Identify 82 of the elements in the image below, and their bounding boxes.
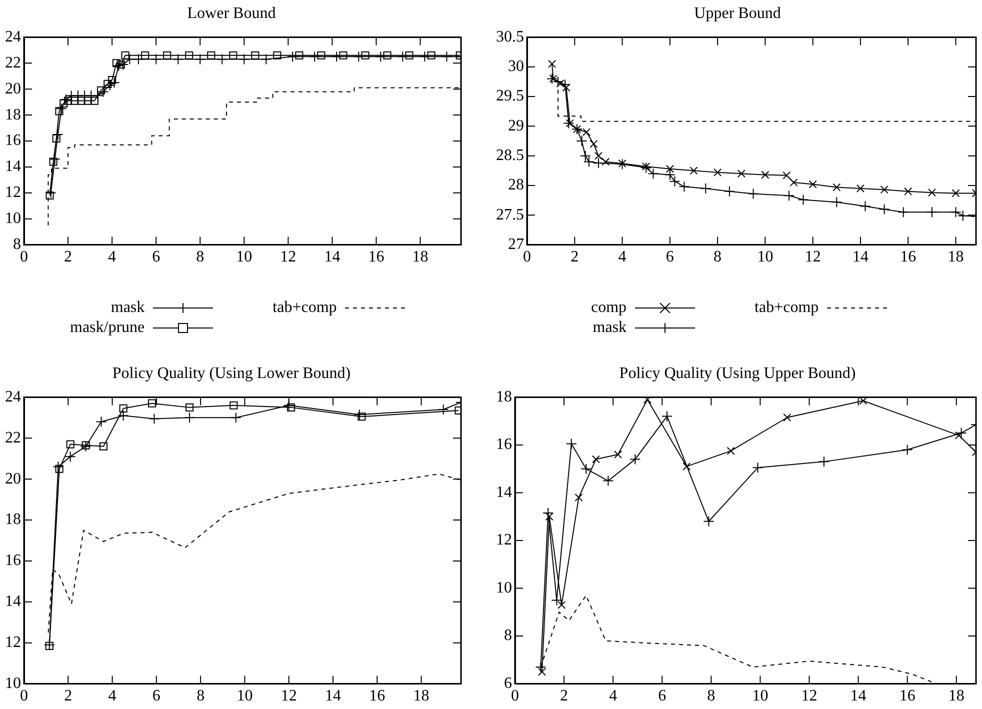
y-tick-label: 18 <box>496 388 512 406</box>
y-tick-label: 22 <box>5 54 21 72</box>
y-tick-label: 14 <box>5 593 21 610</box>
y-tick-label: 24 <box>5 28 21 46</box>
x-tick-label: 10 <box>752 688 768 705</box>
x-tick-label: 18 <box>412 248 428 266</box>
chart-title: Lower Bound <box>187 4 276 22</box>
y-tick-label: 6 <box>504 675 512 692</box>
x-tick-label: 14 <box>324 248 340 266</box>
x-tick-label: 8 <box>196 248 204 266</box>
x-tick-label: 2 <box>570 248 579 266</box>
x-tick-label: 6 <box>658 688 666 705</box>
x-tick-label: 16 <box>900 248 916 266</box>
chart-title: Policy Quality (Using Lower Bound) <box>112 364 351 382</box>
y-tick-label: 30 <box>508 58 524 76</box>
x-tick-label: 12 <box>804 248 821 266</box>
y-tick-label: 12 <box>496 532 512 549</box>
x-tick-label: 8 <box>707 688 716 705</box>
legend-label: tab+comp <box>272 299 337 317</box>
chart-title: Policy Quality (Using Upper Bound) <box>619 364 856 382</box>
y-tick-label: 29.5 <box>496 88 524 105</box>
y-tick-label: 28.5 <box>496 147 524 164</box>
chart-title: Upper Bound <box>694 4 781 22</box>
y-tick-label: 14 <box>5 158 21 176</box>
y-tick-label: 30.5 <box>496 28 524 46</box>
x-tick-label: 12 <box>801 688 818 705</box>
y-tick-label: 16 <box>5 132 21 150</box>
x-tick-label: 16 <box>368 248 384 266</box>
x-tick-label: 14 <box>324 688 341 705</box>
x-tick-label: 4 <box>609 688 618 705</box>
x-tick-label: 14 <box>852 248 868 266</box>
x-tick-label: 12 <box>280 688 297 705</box>
y-tick-label: 24 <box>5 388 21 406</box>
x-tick-label: 4 <box>108 688 116 705</box>
x-tick-label: 18 <box>948 688 964 705</box>
y-tick-label: 10 <box>5 675 21 692</box>
y-tick-label: 20 <box>5 470 21 488</box>
x-tick-label: 4 <box>108 248 116 266</box>
y-tick-label: 12 <box>5 634 21 652</box>
y-tick-label: 10 <box>5 210 21 228</box>
legend-label: mask <box>110 299 145 317</box>
y-tick-label: 10 <box>496 579 512 596</box>
x-tick-label: 0 <box>511 688 519 705</box>
x-tick-label: 8 <box>714 248 722 266</box>
x-tick-label: 8 <box>196 688 205 705</box>
y-tick-label: 27.5 <box>496 206 524 224</box>
x-tick-label: 16 <box>369 688 386 705</box>
legend-label: mask/prune <box>70 319 145 337</box>
x-tick-label: 14 <box>850 688 866 705</box>
y-tick-label: 14 <box>496 484 512 501</box>
x-tick-label: 10 <box>236 248 252 266</box>
x-tick-label: 6 <box>152 688 160 705</box>
y-tick-label: 18 <box>5 106 21 124</box>
x-tick-label: 0 <box>20 248 28 266</box>
y-tick-label: 27 <box>508 236 524 254</box>
x-tick-label: 2 <box>64 248 72 266</box>
x-tick-label: 12 <box>280 248 296 266</box>
legend-label: mask <box>592 319 627 337</box>
y-tick-label: 20 <box>5 80 21 98</box>
x-tick-label: 16 <box>899 688 916 705</box>
y-tick-label: 8 <box>504 627 512 644</box>
y-tick-label: 16 <box>496 436 512 454</box>
x-tick-label: 6 <box>152 248 160 266</box>
x-tick-label: 4 <box>618 248 626 266</box>
y-tick-label: 16 <box>5 552 21 570</box>
x-tick-label: 2 <box>560 688 568 705</box>
y-tick-label: 29 <box>508 117 524 134</box>
x-tick-label: 10 <box>236 688 253 705</box>
x-tick-label: 6 <box>666 248 674 266</box>
legend-label: tab+comp <box>754 299 819 317</box>
x-tick-label: 10 <box>757 248 774 266</box>
y-tick-label: 28 <box>508 176 524 194</box>
x-tick-label: 18 <box>948 248 964 266</box>
y-tick-label: 22 <box>5 429 21 446</box>
x-tick-label: 18 <box>413 688 430 705</box>
y-tick-label: 8 <box>13 236 21 254</box>
x-tick-label: 2 <box>64 688 72 705</box>
y-tick-label: 18 <box>5 511 21 528</box>
y-tick-label: 12 <box>5 184 21 202</box>
legend-label: comp <box>591 299 627 317</box>
x-tick-label: 0 <box>20 688 28 705</box>
x-tick-label: 0 <box>523 248 531 266</box>
